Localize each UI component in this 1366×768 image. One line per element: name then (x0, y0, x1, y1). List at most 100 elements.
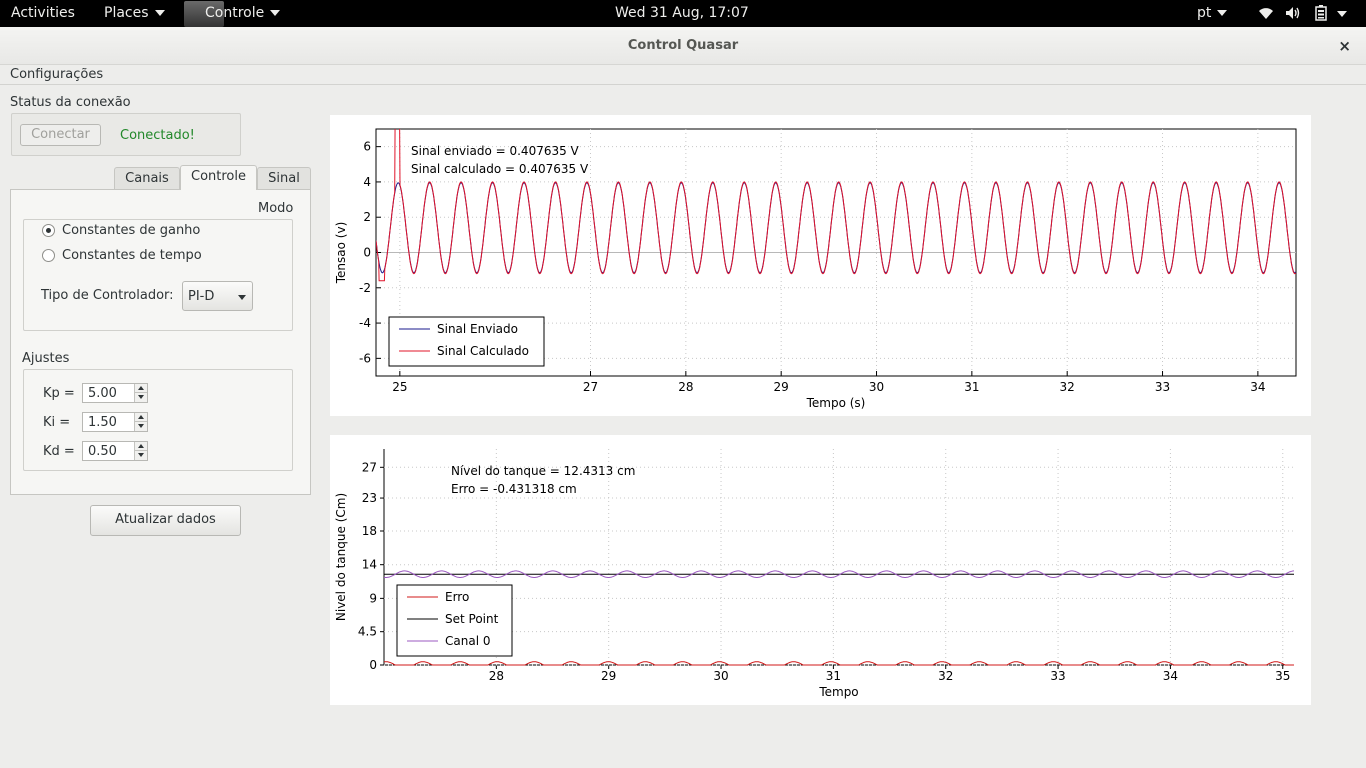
legend-label-erro: Erro (445, 590, 469, 604)
x-tick-label: 34 (1250, 380, 1265, 394)
y-tick-label: 4.5 (358, 625, 377, 639)
legend-label-calculado: Sinal Calculado (437, 344, 529, 358)
kd-spinbox[interactable]: 0.50 (82, 441, 148, 461)
kd-value: 0.50 (88, 444, 117, 459)
x-tick-label: 33 (1155, 380, 1170, 394)
window-titlebar: Control Quasar × (0, 27, 1366, 65)
tab-canais[interactable]: Canais (114, 167, 180, 190)
x-tick-label: 30 (713, 669, 728, 683)
x-tick-label: 27 (583, 380, 598, 394)
language-menu[interactable]: pt (1197, 5, 1228, 21)
radio-time-label: Constantes de tempo (62, 248, 202, 263)
series-line-erro (383, 661, 1294, 666)
adjust-group: Kp = 5.00 Ki = 1.50 Kd = 0.50 (23, 369, 293, 471)
x-tick-label: 25 (392, 380, 407, 394)
y-tick-label: 0 (369, 658, 377, 672)
annotation-tank-level: Nível do tanque = 12.4313 cm (451, 464, 635, 478)
chevron-down-icon (1217, 10, 1228, 16)
radio-gain[interactable] (42, 224, 55, 237)
legend-box (388, 316, 545, 367)
x-axis-label: Tempo (818, 685, 858, 699)
controller-type-value: PI-D (188, 289, 215, 304)
y-axis-label: Nivel do tanque (Cm) (334, 493, 348, 621)
top-bar: Activities Places Controle Wed 31 Aug, 1… (0, 0, 1366, 27)
connect-button[interactable]: Conectar (20, 124, 101, 146)
spin-up-icon[interactable] (134, 384, 147, 393)
annotation-error: Erro = -0.431318 cm (451, 482, 577, 496)
x-tick-label: 28 (678, 380, 693, 394)
y-tick-label: 27 (362, 460, 377, 474)
mode-title: Modo (258, 201, 294, 216)
y-axis-label: Tensao (v) (334, 222, 348, 285)
connection-status: Conectado! (120, 128, 195, 143)
chevron-down-icon (238, 295, 246, 300)
kd-label: Kd = (43, 444, 75, 459)
x-tick-label: 31 (964, 380, 979, 394)
voltage-plot-panel: 25 27 28 29 30 31 32 33 34 6 4 2 0 -2 -4 -6 Tempo (s) Ten… (330, 115, 1311, 416)
x-tick-label: 35 (1275, 669, 1290, 683)
app-menu[interactable]: Controle (205, 5, 281, 21)
x-tick-label: 32 (1060, 380, 1075, 394)
places-menu[interactable]: Places (104, 5, 165, 21)
y-tick-label: 9 (369, 591, 377, 605)
legend-label-canal-0: Canal 0 (445, 634, 490, 648)
volume-icon[interactable] (1285, 6, 1301, 20)
y-tick-label: 14 (362, 558, 377, 572)
battery-icon[interactable] (1315, 5, 1327, 21)
ki-value: 1.50 (88, 415, 117, 430)
spin-up-icon[interactable] (134, 442, 147, 451)
radio-gain-label: Constantes de ganho (62, 223, 201, 238)
ki-label: Ki = (43, 415, 71, 430)
y-tick-label: -2 (359, 281, 371, 295)
y-tick-label: -6 (359, 351, 371, 365)
ki-spinbox[interactable]: 1.50 (82, 412, 148, 432)
activities-button[interactable]: Activities (11, 5, 75, 21)
series-line-sinal-calculado (376, 129, 1296, 282)
x-tick-label: 34 (1163, 669, 1178, 683)
kp-value: 5.00 (88, 386, 117, 401)
radio-time[interactable] (42, 249, 55, 262)
spin-down-icon[interactable] (134, 451, 147, 460)
chevron-down-icon (270, 10, 281, 16)
update-data-button[interactable]: Atualizar dados (90, 505, 241, 536)
y-tick-label: 4 (363, 175, 371, 189)
system-menu-icon[interactable] (1337, 11, 1347, 17)
legend-label-enviado: Sinal Enviado (437, 322, 518, 336)
tab-controle[interactable]: Controle (180, 165, 257, 190)
x-tick-label: 31 (826, 669, 841, 683)
controller-type-label: Tipo de Controlador: (41, 288, 174, 303)
spin-up-icon[interactable] (134, 413, 147, 422)
app-menu-label: Controle (205, 5, 265, 21)
annotation-sinal-enviado: Sinal enviado = 0.407635 V (411, 144, 580, 158)
controller-type-select[interactable]: PI-D (182, 281, 253, 311)
y-tick-label: 18 (362, 524, 377, 538)
language-label: pt (1197, 5, 1212, 21)
connection-title: Status da conexão (10, 95, 131, 110)
y-tick-label: 2 (363, 210, 371, 224)
app-icon (184, 1, 224, 27)
mode-group: Constantes de ganho Constantes de tempo … (23, 219, 293, 331)
places-label: Places (104, 5, 149, 21)
wifi-icon[interactable] (1258, 6, 1274, 20)
legend-label-set-point: Set Point (445, 612, 499, 626)
clock[interactable]: Wed 31 Aug, 17:07 (615, 5, 749, 21)
y-tick-label: -4 (359, 316, 371, 330)
kp-label: Kp = (43, 386, 75, 401)
menu-configuracoes[interactable]: Configurações (10, 67, 104, 82)
y-tick-label: 23 (362, 491, 377, 505)
y-tick-label: 0 (363, 246, 371, 260)
close-icon[interactable]: × (1338, 37, 1351, 55)
chevron-down-icon (154, 10, 165, 16)
voltage-plot: 25 27 28 29 30 31 32 33 34 6 4 2 0 -2 -4 -6 Tempo (s) Ten… (334, 128, 1297, 410)
tab-sinal[interactable]: Sinal (257, 167, 311, 190)
spin-down-icon[interactable] (134, 422, 147, 431)
tank-level-plot-panel: 28 29 30 31 32 33 34 35 27 23 18 14 9 4.5 0 Tempo Nivel … (330, 435, 1311, 705)
spin-down-icon[interactable] (134, 393, 147, 402)
y-tick-label: 6 (363, 140, 371, 154)
x-tick-label: 29 (601, 669, 616, 683)
connection-group: Conectar Conectado! (11, 113, 241, 156)
x-tick-label: 32 (938, 669, 953, 683)
x-tick-label: 30 (869, 380, 884, 394)
annotation-sinal-calculado: Sinal calculado = 0.407635 V (411, 162, 589, 176)
kp-spinbox[interactable]: 5.00 (82, 383, 148, 403)
